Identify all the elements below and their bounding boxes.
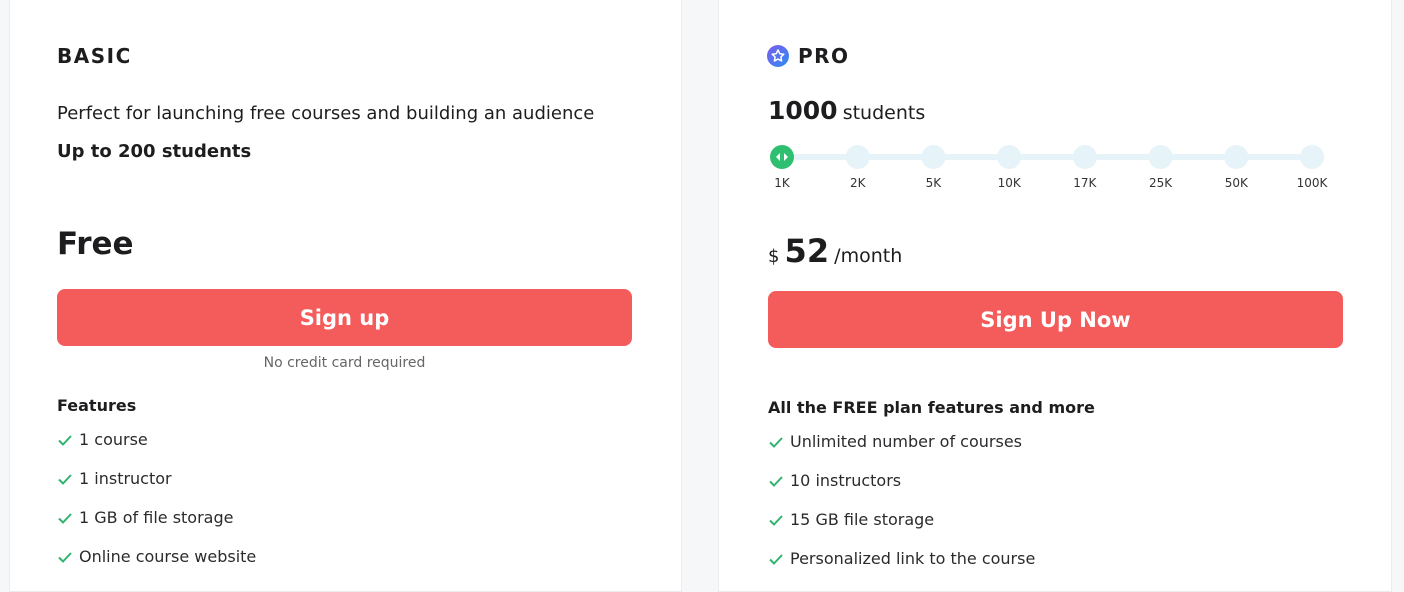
plan-description: Perfect for launching free courses and b… [57, 103, 595, 124]
feature-item: 10 instructors [790, 471, 902, 490]
plan-title: PRO [798, 44, 850, 68]
feature-item: Unlimited number of courses [790, 432, 1022, 451]
pro-price: $ 52 /month [768, 232, 902, 270]
slider-stop[interactable] [1300, 145, 1324, 169]
check-icon [769, 554, 783, 565]
slider-label: 5K [926, 176, 943, 190]
feature-item: 15 GB file storage [790, 510, 935, 529]
slider-stop[interactable] [1148, 145, 1173, 169]
check-icon [58, 474, 72, 485]
feature-item: Personalized link to the course [790, 549, 1036, 568]
slider-label: 100K [1297, 176, 1329, 190]
page: BASIC Perfect for launching free courses… [9, 0, 1392, 592]
check-icon [769, 437, 783, 448]
slider-label: 10K [998, 176, 1022, 190]
check-icon [769, 476, 783, 487]
slider-stop[interactable] [921, 145, 946, 169]
slider-handle[interactable] [770, 145, 794, 169]
slider-stop[interactable] [1224, 145, 1249, 169]
signup-now-button[interactable]: Sign Up Now [768, 291, 1343, 348]
students-slider[interactable]: 1K 2K 5K 10K 17K 25K 50K 100K [760, 140, 1340, 200]
check-icon [58, 435, 72, 446]
plan-title: BASIC [57, 44, 132, 68]
currency: $ [768, 246, 780, 267]
slider-label: 50K [1225, 176, 1249, 190]
features-title: All the FREE plan features and more [768, 398, 1095, 417]
feature-item: Online course website [79, 547, 257, 566]
features-title: Features [57, 396, 137, 415]
slider-stop[interactable] [997, 145, 1022, 169]
slider-label: 1K [774, 176, 791, 190]
feature-item: 1 GB of file storage [79, 508, 234, 527]
handle-arrows [776, 153, 788, 161]
slider-label: 2K [850, 176, 867, 190]
slider-stop[interactable] [845, 145, 870, 169]
signup-button[interactable]: Sign up [57, 289, 632, 346]
period: /month [834, 245, 903, 267]
check-icon [769, 515, 783, 526]
feature-item: 1 instructor [79, 469, 172, 488]
plan-price: Free [57, 226, 134, 262]
slider-label: 25K [1149, 176, 1173, 190]
plan-limit: Up to 200 students [57, 141, 252, 162]
note: No credit card required [263, 355, 426, 371]
slider-label: 17K [1073, 176, 1097, 190]
students: 1000 students [768, 96, 925, 125]
check-icon [58, 513, 72, 524]
amount: 52 [784, 232, 830, 270]
students-label: students [842, 102, 926, 124]
pro-icon [767, 45, 789, 67]
students-count: 1000 [768, 96, 838, 125]
feature-item: 1 course [79, 430, 148, 449]
slider-stop[interactable] [1072, 145, 1097, 169]
check-icon [58, 552, 72, 563]
